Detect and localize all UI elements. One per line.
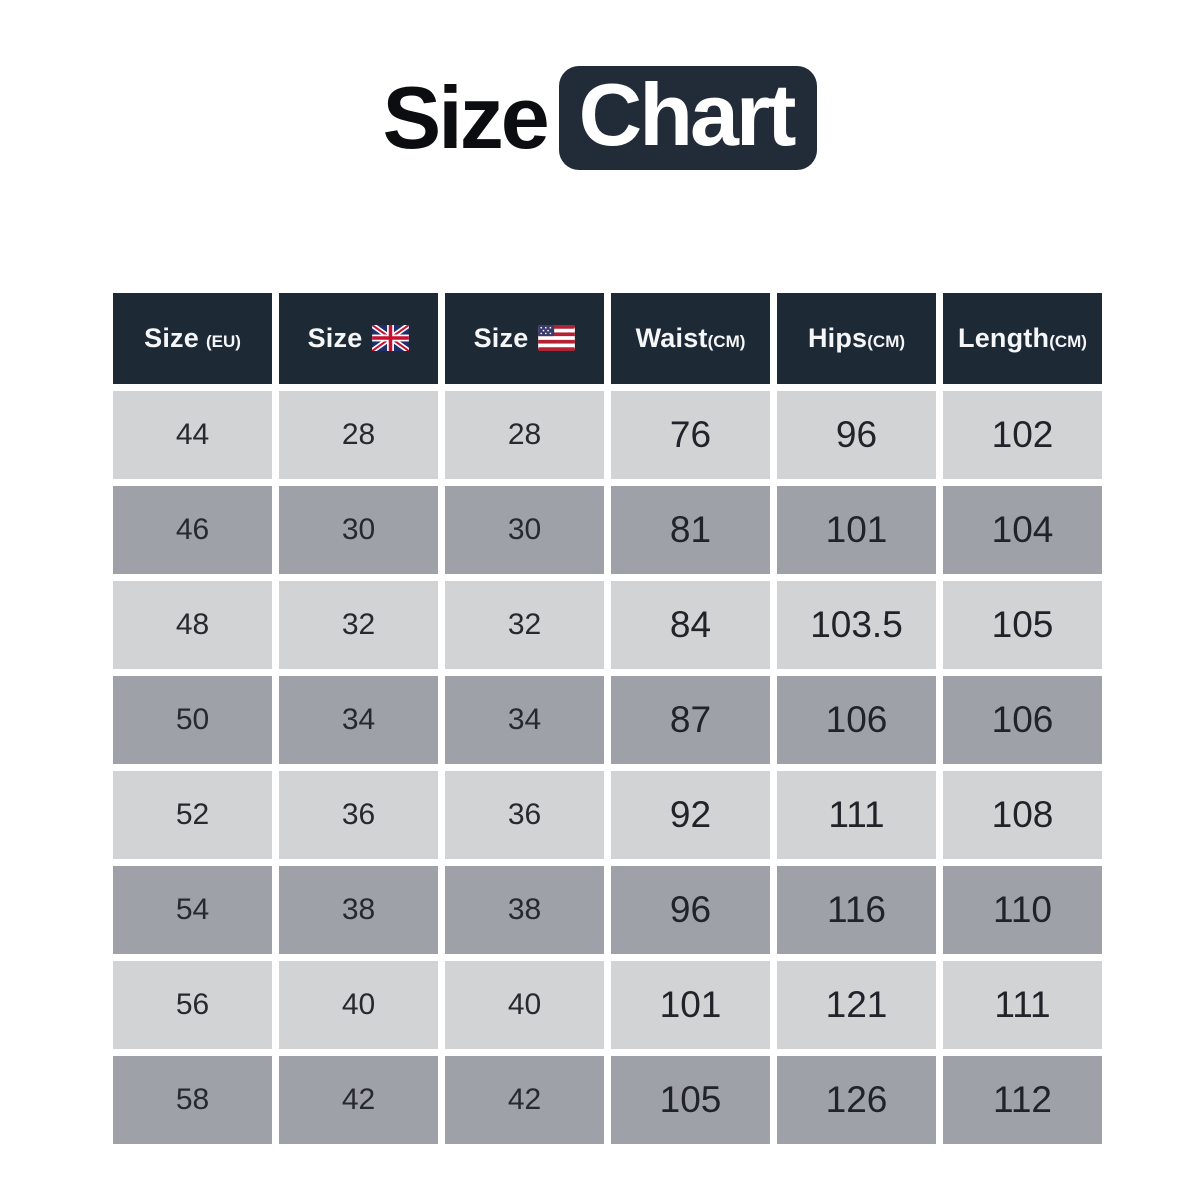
header-row: Size (EU) Size Size (113, 293, 1102, 384)
cell-size-eu: 56 (113, 961, 272, 1049)
cell-size-eu: 44 (113, 391, 272, 479)
cell-length: 112 (943, 1056, 1102, 1144)
cell-waist: 92 (611, 771, 770, 859)
cell-hips: 126 (777, 1056, 936, 1144)
cell-size-us: 28 (445, 391, 604, 479)
us-flag-icon (538, 325, 576, 351)
cell-size-eu: 54 (113, 866, 272, 954)
cell-size-eu: 48 (113, 581, 272, 669)
cell-size-uk: 32 (279, 581, 438, 669)
cell-waist: 101 (611, 961, 770, 1049)
title-chart-badge: Chart (558, 66, 818, 170)
col-header-length: Length(CM) (943, 293, 1102, 384)
cell-size-eu: 58 (113, 1056, 272, 1144)
cell-waist: 96 (611, 866, 770, 954)
cell-length: 111 (943, 961, 1102, 1049)
title-word-size: Size (382, 68, 550, 167)
cell-waist: 81 (611, 486, 770, 574)
table-row: 44 28 28 76 96 102 (113, 391, 1102, 479)
cell-waist: 87 (611, 676, 770, 764)
cell-size-us: 40 (445, 961, 604, 1049)
cell-size-uk: 40 (279, 961, 438, 1049)
cell-size-uk: 36 (279, 771, 438, 859)
cell-length: 102 (943, 391, 1102, 479)
cell-size-uk: 34 (279, 676, 438, 764)
cell-hips: 103.5 (777, 581, 936, 669)
cell-size-uk: 38 (279, 866, 438, 954)
col-header-size-eu: Size (EU) (113, 293, 272, 384)
cell-waist: 76 (611, 391, 770, 479)
cell-size-us: 38 (445, 866, 604, 954)
table-row: 56 40 40 101 121 111 (113, 961, 1102, 1049)
cell-size-us: 30 (445, 486, 604, 574)
col-header-size-us: Size (445, 293, 604, 384)
table-row: 54 38 38 96 116 110 (113, 866, 1102, 954)
cell-size-eu: 50 (113, 676, 272, 764)
cell-hips: 96 (777, 391, 936, 479)
page-title: Size Chart (0, 66, 1200, 170)
cell-hips: 106 (777, 676, 936, 764)
size-chart-table: Size (EU) Size Size (106, 286, 1109, 1151)
cell-length: 108 (943, 771, 1102, 859)
cell-hips: 121 (777, 961, 936, 1049)
cell-hips: 111 (777, 771, 936, 859)
cell-length: 106 (943, 676, 1102, 764)
cell-size-uk: 42 (279, 1056, 438, 1144)
col-header-size-uk: Size (279, 293, 438, 384)
cell-waist: 84 (611, 581, 770, 669)
col-header-waist: Waist(CM) (611, 293, 770, 384)
cell-waist: 105 (611, 1056, 770, 1144)
uk-flag-icon (371, 322, 411, 354)
table-row: 50 34 34 87 106 106 (113, 676, 1102, 764)
cell-size-us: 42 (445, 1056, 604, 1144)
cell-length: 110 (943, 866, 1102, 954)
table-row: 58 42 42 105 126 112 (113, 1056, 1102, 1144)
cell-size-uk: 28 (279, 391, 438, 479)
col-header-hips: Hips(CM) (777, 293, 936, 384)
cell-size-us: 34 (445, 676, 604, 764)
cell-size-eu: 46 (113, 486, 272, 574)
cell-size-us: 32 (445, 581, 604, 669)
table-row: 48 32 32 84 103.5 105 (113, 581, 1102, 669)
cell-size-uk: 30 (279, 486, 438, 574)
cell-size-us: 36 (445, 771, 604, 859)
cell-size-eu: 52 (113, 771, 272, 859)
cell-length: 105 (943, 581, 1102, 669)
cell-length: 104 (943, 486, 1102, 574)
cell-hips: 101 (777, 486, 936, 574)
table-row: 52 36 36 92 111 108 (113, 771, 1102, 859)
table-row: 46 30 30 81 101 104 (113, 486, 1102, 574)
cell-hips: 116 (777, 866, 936, 954)
